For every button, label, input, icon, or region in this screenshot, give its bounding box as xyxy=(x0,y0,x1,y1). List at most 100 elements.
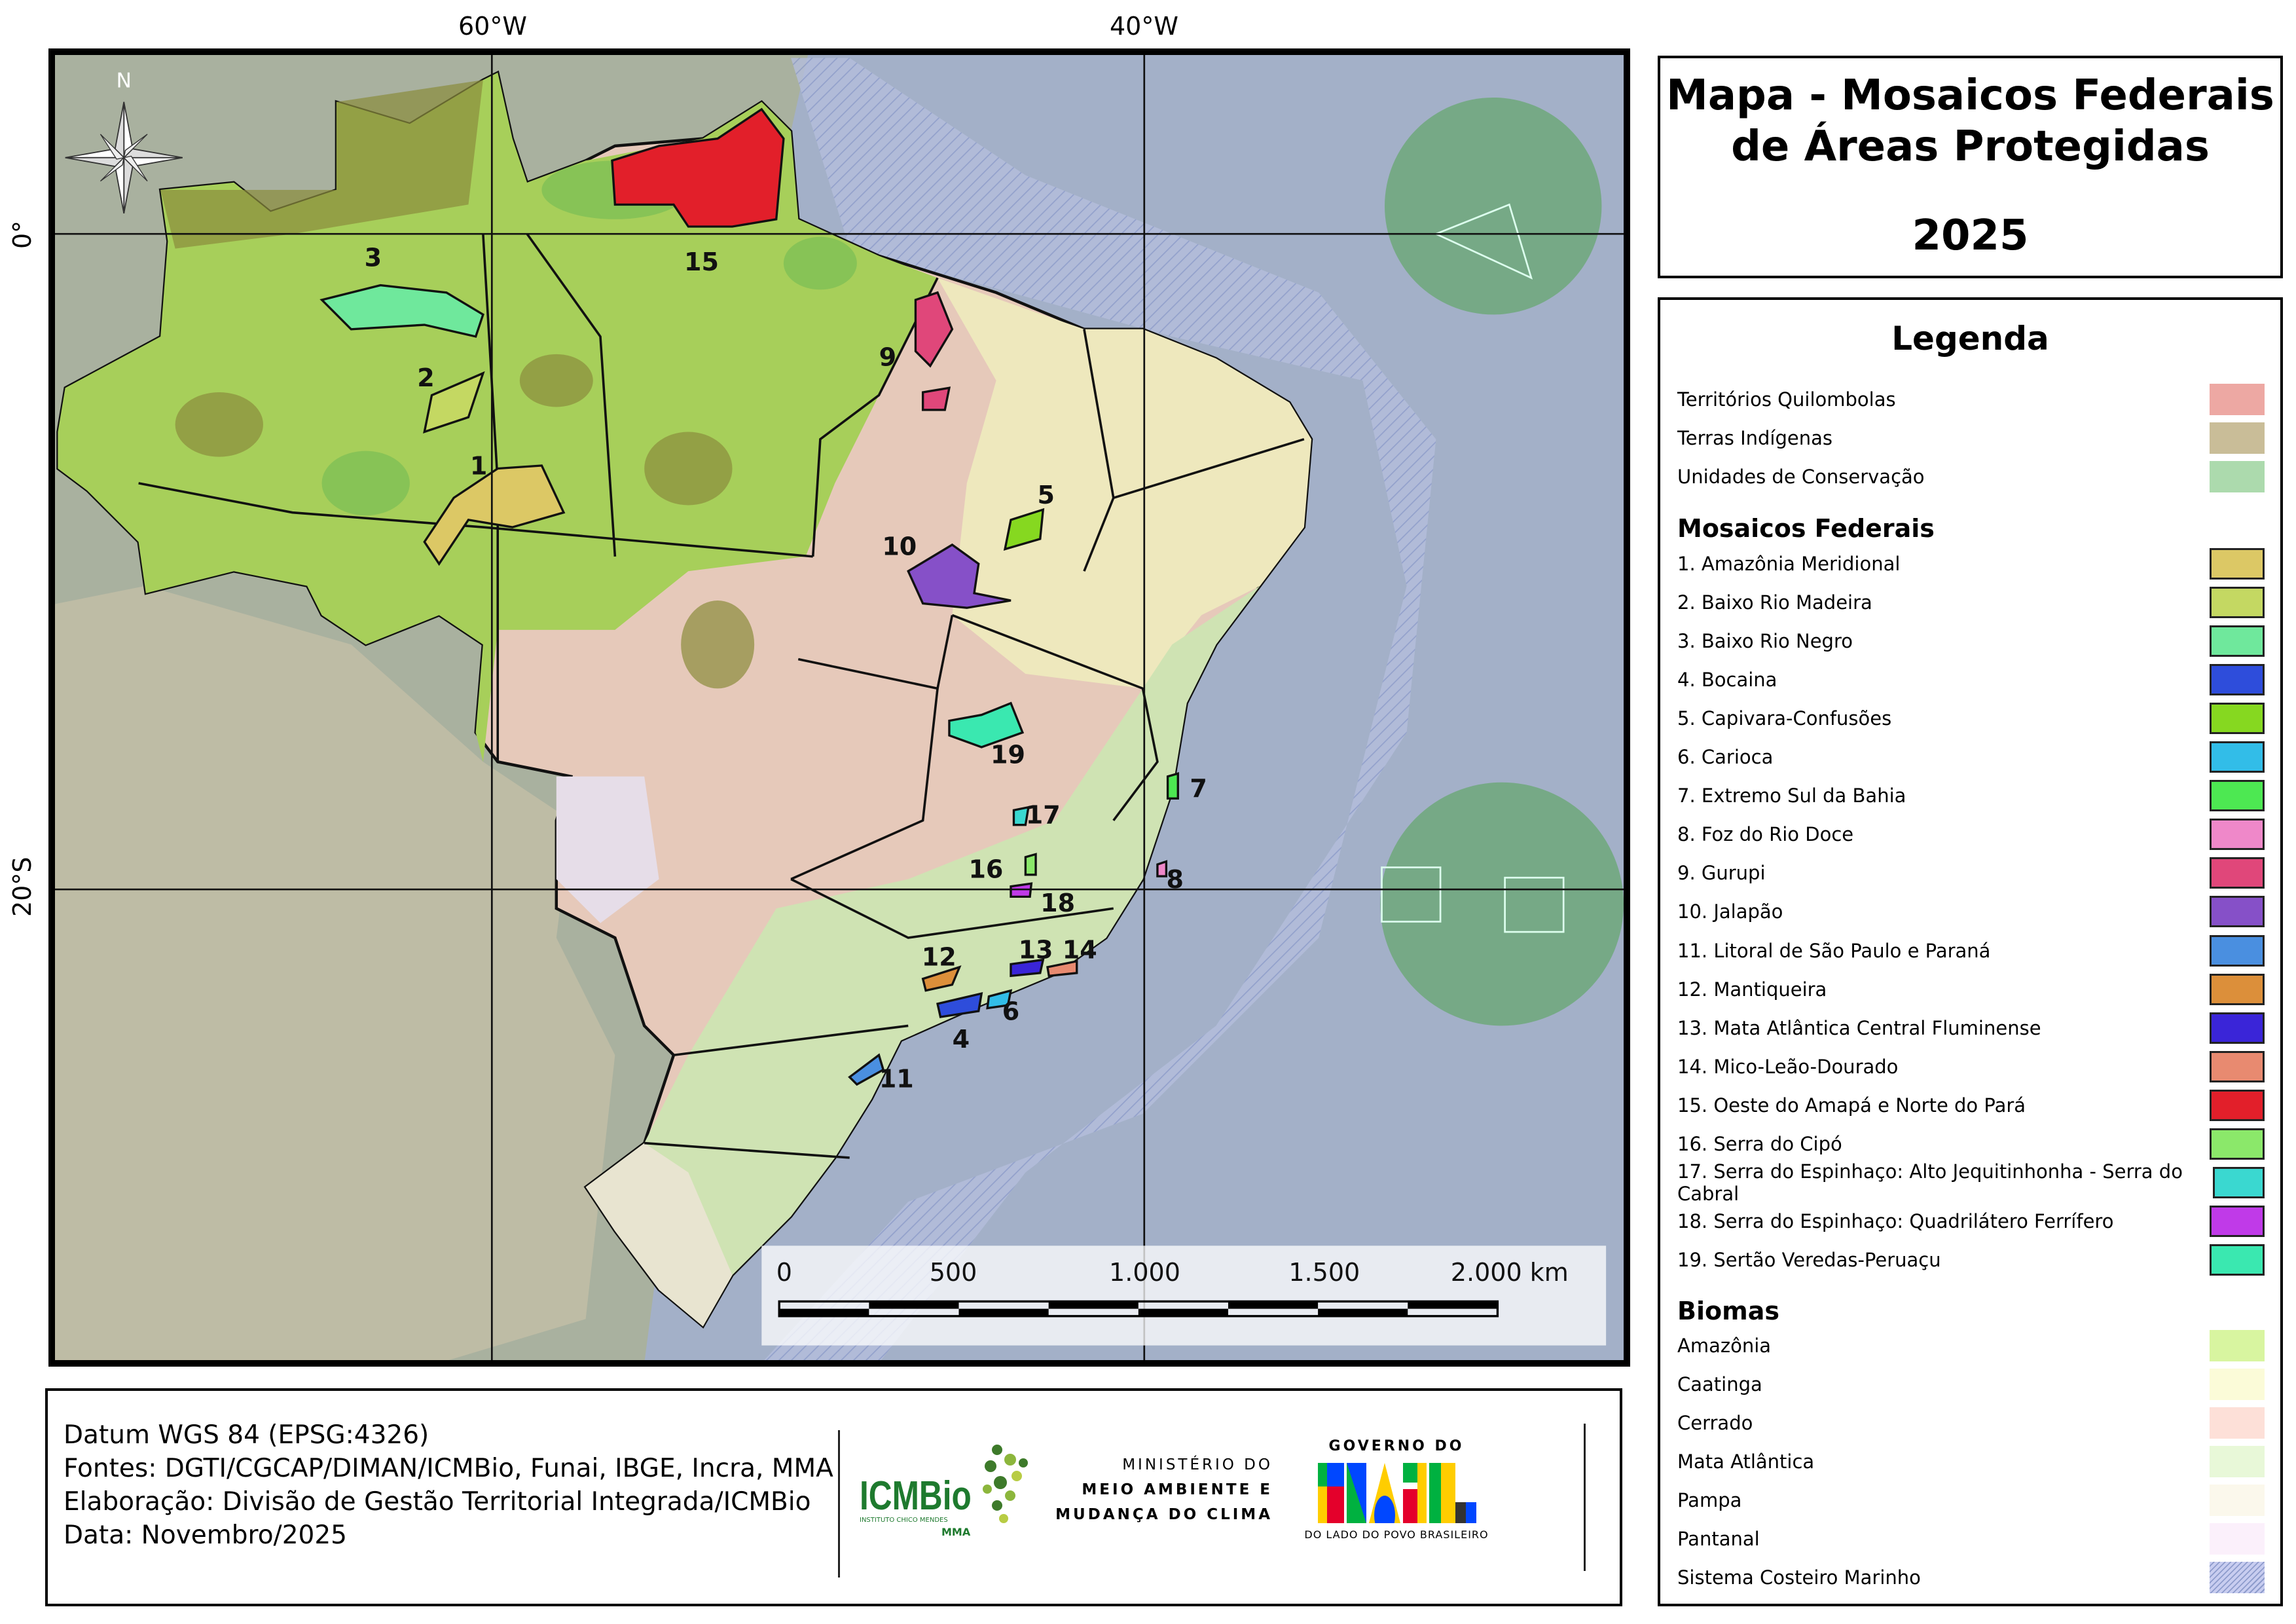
gov-logo-top: GOVERNO DO xyxy=(1328,1438,1465,1454)
legend-swatch xyxy=(2210,547,2265,580)
legend-item-label: 2. Baixo Rio Madeira xyxy=(1677,591,1872,614)
legend-swatch xyxy=(2210,1206,2265,1238)
mosaic-3[interactable] xyxy=(319,284,484,338)
coastal-marine-system xyxy=(764,58,1436,1360)
gov-logo-bottom: DO LADO DO POVO BRASILEIRO xyxy=(1304,1528,1489,1541)
map-year: 2025 xyxy=(1912,212,2029,260)
sources-text: Fontes: DGTI/CGCAP/DIMAN/ICMBio, Funai, … xyxy=(64,1454,833,1483)
map-frame[interactable]: 1 2 3 4 5 6 7 8 9 10 11 12 13 14 15 16 17 18 19 N 0 500 1.00… xyxy=(48,48,1630,1367)
ministry-line3: MUDANÇA DO CLIMA xyxy=(1055,1506,1273,1523)
mosaic-16[interactable] xyxy=(1024,853,1037,876)
legend-item: 10. Jalapão xyxy=(1677,893,2265,931)
mosaic-label-11: 11 xyxy=(879,1064,914,1093)
legend-item: Terras Indígenas xyxy=(1677,418,2265,457)
title-box: Mapa - Mosaicos Federais de Áreas Proteg… xyxy=(1658,56,2283,278)
mosaic-label-8: 8 xyxy=(1167,865,1184,894)
legend-item: 15. Oeste do Amapá e Norte do Pará xyxy=(1677,1086,2265,1124)
mosaic-10[interactable] xyxy=(907,543,1011,609)
legend-item-label: 17. Serra do Espinhaço: Alto Jequitinhon… xyxy=(1677,1160,2183,1206)
mosaic-13[interactable] xyxy=(1010,958,1045,978)
andes-region xyxy=(55,585,615,1360)
indigenous-lands xyxy=(160,80,755,689)
mosaic-14[interactable] xyxy=(1046,959,1078,978)
legend-swatch xyxy=(2210,383,2265,415)
legend-swatch xyxy=(2210,819,2265,851)
legend-swatch xyxy=(2210,663,2265,695)
legend-item: Territórios Quilombolas xyxy=(1677,380,2265,418)
mosaic-19[interactable] xyxy=(948,701,1025,748)
legend-item: 14. Mico-Leão-Dourado xyxy=(1677,1047,2265,1086)
legend-swatch xyxy=(2210,1407,2265,1439)
elaboration-text: Elaboração: Divisão de Gestão Territoria… xyxy=(64,1487,811,1517)
legend-item-label: Caatinga xyxy=(1677,1373,1762,1395)
scale-bar-tick-label: 1.000 xyxy=(1109,1258,1180,1287)
mosaic-label-19: 19 xyxy=(991,741,1025,769)
island-area-martin-vaz xyxy=(1504,876,1565,933)
mosaic-9[interactable] xyxy=(914,291,954,411)
scale-bar-outline xyxy=(778,1300,1499,1318)
mosaic-label-18: 18 xyxy=(1040,889,1075,917)
mosaic-label-14: 14 xyxy=(1063,935,1097,964)
mosaic-1[interactable] xyxy=(423,464,566,566)
island-circle-north xyxy=(1385,97,1602,315)
legend-swatch xyxy=(2210,1089,2265,1121)
legend-swatch xyxy=(2210,1050,2265,1082)
mosaic-label-17: 17 xyxy=(1026,800,1061,829)
scale-bar-segment xyxy=(1228,1301,1319,1309)
scale-bar-tick-label: 2.000 km xyxy=(1451,1258,1569,1287)
legend-item: 16. Serra do Cipó xyxy=(1677,1125,2265,1164)
legend-item-label: Pampa xyxy=(1677,1488,1742,1511)
icmbio-logo-mma: MMA xyxy=(941,1526,971,1538)
mosaic-15[interactable] xyxy=(611,107,785,228)
mosaic-label-4: 4 xyxy=(953,1025,970,1054)
legend-item: 17. Serra do Espinhaço: Alto Jequitinhon… xyxy=(1677,1160,2265,1205)
legend-swatch xyxy=(2210,460,2265,492)
island-area-trindade xyxy=(1381,866,1442,923)
icmbio-tree-icon xyxy=(983,1445,1028,1523)
biome-caatinga xyxy=(938,278,1312,689)
island-circle-east xyxy=(1380,782,1624,1026)
biome-pampa xyxy=(585,1143,733,1327)
legend-item-label: 13. Mata Atlântica Central Fluminense xyxy=(1677,1016,2041,1039)
mosaic-4[interactable] xyxy=(936,991,983,1018)
mosaic-6[interactable] xyxy=(986,989,1013,1010)
mosaic-8[interactable] xyxy=(1156,860,1168,877)
legend-swatch xyxy=(2210,702,2265,734)
mosaics-layer xyxy=(319,107,1179,1086)
scale-bar-segment xyxy=(1408,1301,1498,1309)
legend-item: Amazônia xyxy=(1677,1326,2265,1365)
legend-swatch xyxy=(2210,896,2265,928)
legend-item-label: 16. Serra do Cipó xyxy=(1677,1133,1842,1155)
mosaic-5[interactable] xyxy=(1003,507,1045,551)
legend-swatch xyxy=(2213,1167,2265,1199)
island-area-north xyxy=(1433,203,1533,280)
legend-item: 5. Capivara-Confusões xyxy=(1677,699,2265,737)
mosaic-label-15: 15 xyxy=(684,248,719,276)
footer: Datum WGS 84 (EPSG:4326) Fontes: DGTI/CG… xyxy=(45,1388,1622,1606)
datum-text: Datum WGS 84 (EPSG:4326) xyxy=(64,1420,429,1450)
map-title-line2: de Áreas Protegidas xyxy=(1731,122,2210,171)
legend-swatch xyxy=(2210,1012,2265,1044)
legend-item-label: 15. Oeste do Amapá e Norte do Pará xyxy=(1677,1094,2026,1116)
mosaic-label-1: 1 xyxy=(470,451,487,480)
legend-item-label: 12. Mantiqueira xyxy=(1677,978,1827,1001)
scale-bar-segment xyxy=(1138,1308,1228,1316)
mosaic-7[interactable] xyxy=(1166,772,1179,800)
legend-swatch xyxy=(2210,422,2265,454)
mosaic-12[interactable] xyxy=(921,965,962,992)
legend-item-label: Territórios Quilombolas xyxy=(1677,388,1896,411)
legend-item-label: Amazônia xyxy=(1677,1334,1772,1357)
mosaic-11[interactable] xyxy=(848,1053,885,1086)
mosaic-2[interactable] xyxy=(423,371,485,434)
legend-swatch xyxy=(2210,1484,2265,1516)
legend-item: 6. Carioca xyxy=(1677,738,2265,777)
legend-item: 9. Gurupi xyxy=(1677,854,2265,893)
legend-swatch xyxy=(2210,586,2265,618)
legend-item: Sistema Costeiro Marinho xyxy=(1677,1559,2265,1597)
scale-bar-segment xyxy=(779,1308,869,1316)
footer-divider-right xyxy=(1584,1424,1586,1571)
mosaic-17[interactable] xyxy=(1012,805,1030,826)
scale-bar-background xyxy=(761,1246,1607,1346)
legend-item-label: 14. Mico-Leão-Dourado xyxy=(1677,1055,1899,1078)
